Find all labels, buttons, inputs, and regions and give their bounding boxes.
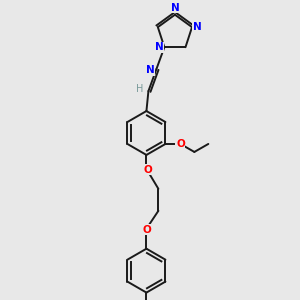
Text: O: O <box>176 139 185 149</box>
Text: N: N <box>154 42 164 52</box>
Text: N: N <box>146 65 154 75</box>
Text: H: H <box>136 84 143 94</box>
Text: N: N <box>193 22 202 32</box>
Text: O: O <box>142 225 151 235</box>
Text: O: O <box>143 165 152 175</box>
Text: N: N <box>171 3 179 13</box>
